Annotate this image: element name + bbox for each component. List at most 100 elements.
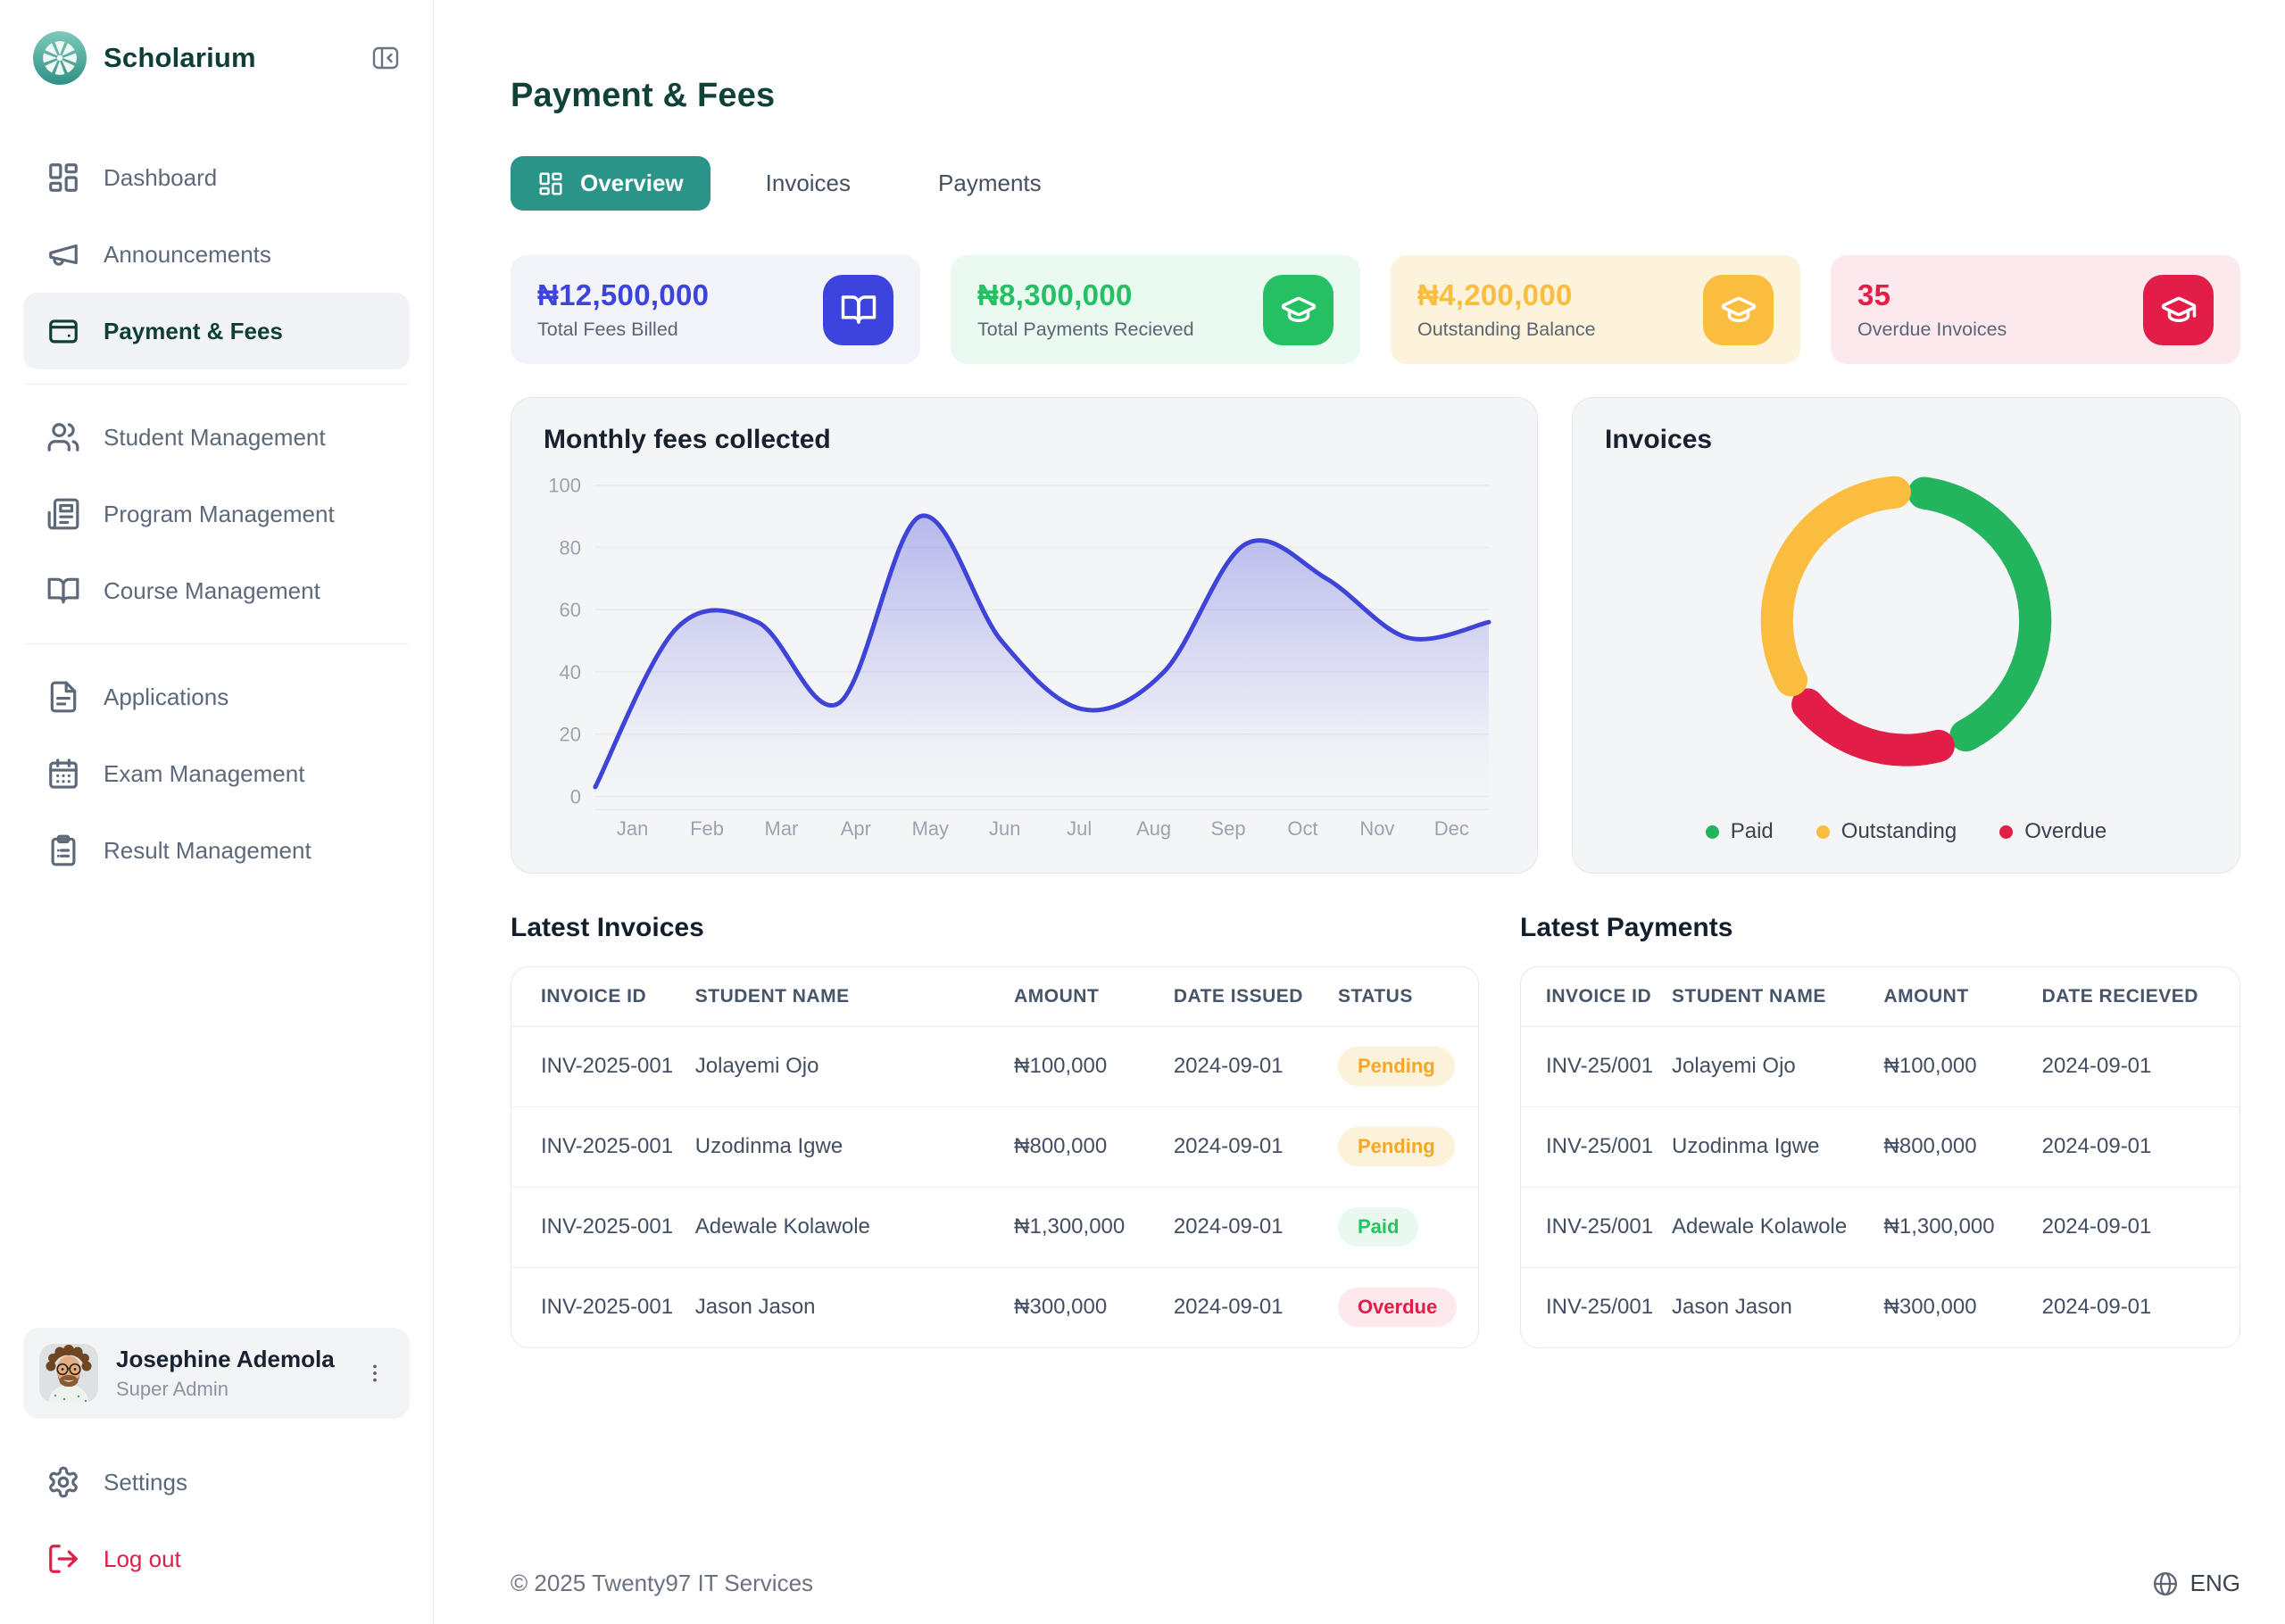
megaphone-icon — [46, 237, 80, 271]
table-row[interactable]: INV-2025-001 Jason Jason ₦300,000 2024-0… — [511, 1267, 1478, 1347]
svg-text:60: 60 — [560, 599, 581, 621]
graduation-cap-icon — [1703, 274, 1774, 345]
cell-student-name: Jolayemi Ojo — [694, 1026, 1015, 1107]
cell-invoice-id: INV-25/001 — [1521, 1187, 1673, 1268]
cell-invoice-id: INV-2025-001 — [511, 1026, 695, 1107]
cell-date: 2024-09-01 — [1173, 1187, 1338, 1268]
sidebar-item-result-management[interactable]: Result Management — [23, 812, 410, 889]
column-header: STUDENT NAME — [1672, 967, 1884, 1027]
cell-amount: ₦100,000 — [1883, 1026, 2042, 1107]
svg-text:Aug: Aug — [1136, 817, 1171, 840]
column-header: INVOICE ID — [511, 967, 695, 1027]
cell-date: 2024-09-01 — [1173, 1295, 1284, 1320]
cell-invoice-id: INV-25/001 — [1521, 1106, 1673, 1188]
overview-grid-icon — [537, 170, 564, 197]
column-header: INVOICE ID — [1521, 967, 1673, 1027]
sidebar-item-dashboard[interactable]: Dashboard — [23, 139, 410, 216]
legend-item-overdue: Overdue — [1999, 819, 2106, 844]
svg-text:Jan: Jan — [617, 817, 648, 840]
calendar-icon — [46, 757, 80, 791]
sidebar-item-program-management[interactable]: Program Management — [23, 476, 410, 552]
stat-label: Outstanding Balance — [1417, 319, 1596, 340]
svg-text:0: 0 — [570, 786, 581, 808]
cell-date: 2024-09-01 — [1173, 1026, 1338, 1107]
tab-label: Overview — [580, 170, 684, 196]
sidebar-item-label: Applications — [104, 683, 229, 710]
table-row[interactable]: INV-2025-001 Jolayemi Ojo ₦100,000 2024-… — [511, 1026, 1478, 1107]
sidebar-item-payment-fees[interactable]: Payment & Fees — [23, 293, 410, 369]
chart-title: Invoices — [1605, 425, 1713, 454]
table-header-row: INVOICE ID STUDENT NAME AMOUNT DATE RECI… — [1521, 967, 2239, 1027]
sidebar-item-label: Result Management — [104, 836, 312, 864]
tab-invoices[interactable]: Invoices — [734, 156, 883, 211]
stat-cards: ₦12,500,000 Total Fees Billed ₦8,300,000… — [511, 255, 2240, 364]
column-header: STATUS — [1337, 967, 1478, 1027]
stat-text: ₦12,500,000 Total Fees Billed — [537, 278, 709, 341]
table-row[interactable]: INV-25/001 Uzodinma Igwe ₦800,000 2024-0… — [1521, 1106, 2239, 1188]
avatar — [39, 1344, 98, 1403]
stat-text: 35 Overdue Invoices — [1857, 278, 2007, 341]
sidebar-item-applications[interactable]: Applications — [23, 659, 410, 735]
payments-table: INVOICE ID STUDENT NAME AMOUNT DATE RECI… — [1520, 966, 2240, 1348]
stat-text: ₦8,300,000 Total Payments Recieved — [977, 278, 1194, 341]
main-content: Payment & Fees Overview Invoices Payment… — [434, 0, 2285, 1624]
stat-text: ₦4,200,000 Outstanding Balance — [1417, 278, 1596, 341]
user-menu-button[interactable] — [363, 1362, 386, 1385]
cell-date: 2024-09-01 — [2041, 1295, 2152, 1320]
cell-amount: ₦800,000 — [1883, 1106, 2042, 1188]
logout-icon — [46, 1542, 80, 1576]
tab-bar: Overview Invoices Payments — [511, 156, 2240, 211]
table-header-row: INVOICE ID STUDENT NAME AMOUNT DATE ISSU… — [511, 967, 1478, 1027]
column-header: AMOUNT — [1014, 967, 1174, 1027]
table-row[interactable]: INV-2025-001 Uzodinma Igwe ₦800,000 2024… — [511, 1106, 1478, 1188]
kebab-vertical-icon — [363, 1362, 386, 1385]
sidebar-item-announcements[interactable]: Announcements — [23, 216, 410, 293]
nav-divider — [25, 384, 408, 385]
status-badge: Pending — [1337, 1127, 1455, 1166]
status-badge: Pending — [1337, 1047, 1455, 1086]
brand: Scholarium — [23, 30, 410, 86]
tab-overview[interactable]: Overview — [511, 156, 710, 211]
svg-text:Sep: Sep — [1211, 817, 1246, 840]
sidebar-item-label: Announcements — [104, 240, 271, 268]
cell-amount: ₦100,000 — [1014, 1026, 1174, 1107]
wallet-icon — [46, 314, 80, 348]
graduation-cap-icon — [2143, 274, 2214, 345]
book-open-icon — [46, 574, 80, 608]
stat-value: ₦8,300,000 — [977, 278, 1133, 311]
sidebar-item-student-management[interactable]: Student Management — [23, 399, 410, 476]
sidebar-item-course-management[interactable]: Course Management — [23, 552, 410, 629]
table-row[interactable]: INV-2025-001 Adewale Kolawole ₦1,300,000… — [511, 1187, 1478, 1268]
table-row[interactable]: INV-25/001 Jolayemi Ojo ₦100,000 2024-09… — [1521, 1026, 2239, 1107]
cell-date: 2024-09-01 — [2041, 1187, 2239, 1268]
sidebar-item-logout[interactable]: Log out — [23, 1520, 410, 1597]
user-card[interactable]: Josephine Ademola Super Admin — [23, 1328, 410, 1419]
sidebar-bottom: Josephine Ademola Super Admin Settings — [23, 1328, 410, 1597]
sidebar-nav: Dashboard Announcements Payment & Fees — [23, 139, 410, 889]
sidebar-item-settings[interactable]: Settings — [23, 1444, 410, 1520]
latest-payments-section: Latest Payments INVOICE ID STUDENT NAME … — [1520, 913, 2240, 1348]
legend-label: Overdue — [2024, 819, 2107, 843]
legend-item-outstanding: Outstanding — [1816, 819, 1957, 844]
sidebar-collapse-button[interactable] — [370, 43, 401, 73]
monthly-fees-card: Monthly fees collected 0 20 40 60 80 100 Jan Fe… — [511, 397, 1538, 874]
svg-text:May: May — [912, 817, 950, 840]
svg-text:100: 100 — [548, 475, 581, 497]
graduation-cap-icon — [1263, 274, 1334, 345]
footer: © 2025 Twenty97 IT Services ENG — [511, 1552, 2240, 1612]
cell-invoice-id: INV-25/001 — [1546, 1295, 1654, 1320]
table-row[interactable]: INV-25/001 Adewale Kolawole ₦1,300,000 2… — [1521, 1187, 2239, 1268]
column-header: DATE RECIEVED — [2041, 967, 2239, 1027]
paid-dot-icon — [1705, 824, 1719, 839]
page-title: Payment & Fees — [511, 77, 776, 114]
table-row[interactable]: INV-25/001 Jason Jason ₦300,000 2024-09-… — [1521, 1267, 2239, 1347]
sidebar-item-label: Program Management — [104, 500, 335, 527]
language-switcher[interactable]: ENG — [2152, 1570, 2240, 1597]
charts-row: Monthly fees collected 0 20 40 60 80 100 Jan Fe… — [511, 397, 2240, 874]
sidebar-item-label: Payment & Fees — [104, 317, 283, 344]
svg-text:Oct: Oct — [1287, 817, 1317, 840]
sidebar-item-exam-management[interactable]: Exam Management — [23, 735, 410, 812]
panel-collapse-icon — [370, 43, 401, 73]
column-header: DATE ISSUED — [1173, 967, 1338, 1027]
tab-payments[interactable]: Payments — [906, 156, 1074, 211]
